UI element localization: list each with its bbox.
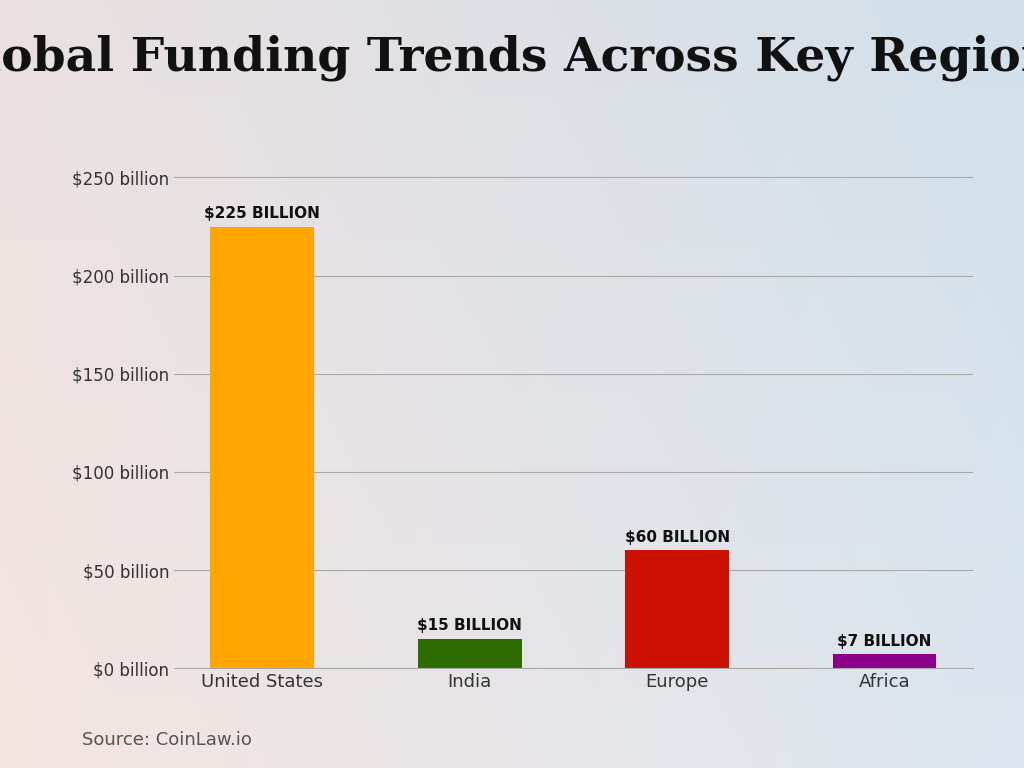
Text: $7 BILLION: $7 BILLION	[838, 634, 932, 648]
Bar	[418, 639, 521, 668]
Text: $60 BILLION: $60 BILLION	[625, 529, 730, 545]
Text: $225 BILLION: $225 BILLION	[205, 206, 321, 220]
Text: $15 BILLION: $15 BILLION	[417, 617, 522, 633]
Bar	[626, 551, 729, 668]
Bar	[833, 654, 937, 668]
Text: Source: CoinLaw.io: Source: CoinLaw.io	[82, 731, 252, 749]
Text: Global Funding Trends Across Key Regions: Global Funding Trends Across Key Regions	[0, 35, 1024, 81]
Bar	[210, 227, 314, 668]
